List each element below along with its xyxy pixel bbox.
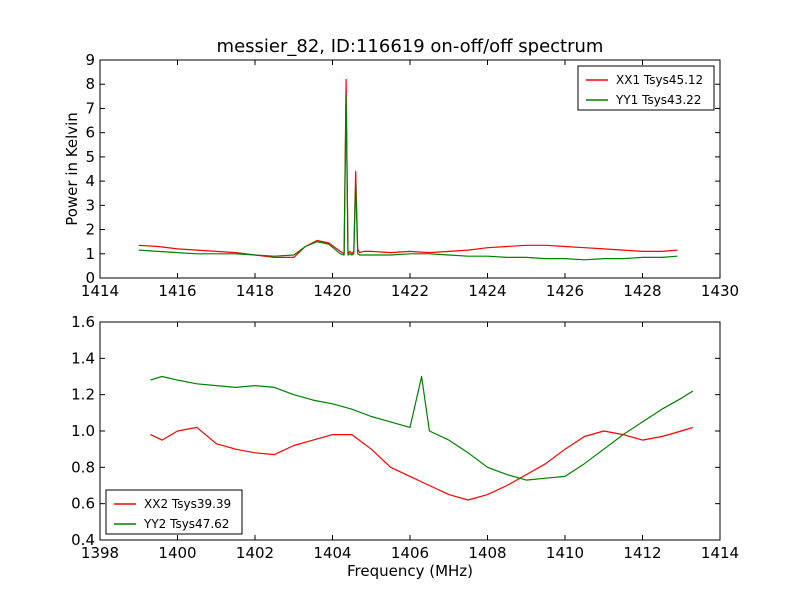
- y-tick-label: 9: [85, 51, 95, 69]
- x-tick-label: 1426: [546, 282, 584, 300]
- x-tick-label: 1414: [81, 282, 119, 300]
- y-tick-label: 0.6: [71, 495, 95, 513]
- x-tick-label: 1398: [81, 544, 119, 562]
- series-line-2: [138, 93, 678, 261]
- y-tick-label: 2: [85, 221, 95, 239]
- x-tick-label: 1414: [701, 544, 739, 562]
- x-tick-label: 1406: [391, 544, 429, 562]
- y-tick-label: 1.2: [71, 386, 95, 404]
- y-tick-label: 1.4: [71, 349, 95, 367]
- y-tick-label: 0: [85, 269, 95, 287]
- y-tick-label: 1.0: [71, 422, 95, 440]
- x-axis-label: Frequency (MHz): [347, 562, 473, 580]
- y-tick-label: 0.4: [71, 531, 95, 549]
- top-plot: 1414 1416 1418 1420 1422 1424 1426 1428 1430 0 1 2 3…: [63, 51, 739, 300]
- legend-box: [577, 65, 715, 111]
- legend-entry: YY2 Tsys47.62: [143, 517, 229, 531]
- y-tick-label: 6: [85, 124, 95, 142]
- series-line-1: [150, 426, 694, 501]
- chart-title: messier_82, ID:116619 on-off/off spectru…: [217, 36, 604, 57]
- y-tick-label: 7: [85, 99, 95, 117]
- y-tick-label: 5: [85, 148, 95, 166]
- x-tick-label: 1404: [313, 544, 351, 562]
- series-line-2: [150, 375, 694, 481]
- x-tick-label: 1430: [701, 282, 739, 300]
- x-tick-label: 1418: [236, 282, 274, 300]
- legend: XX2 Tsys39.39 YY2 Tsys47.62: [105, 489, 243, 535]
- x-tick-label: 1422: [391, 282, 429, 300]
- legend-entry: YY1 Tsys43.22: [615, 93, 701, 107]
- x-tick-label: 1416: [158, 282, 196, 300]
- y-tick-label: 1: [85, 245, 95, 263]
- x-tick-label: 1424: [468, 282, 506, 300]
- x-tick-label: 1402: [236, 544, 274, 562]
- y-tick-label: 4: [85, 172, 95, 190]
- x-tick-label: 1408: [468, 544, 506, 562]
- legend: XX1 Tsys45.12 YY1 Tsys43.22: [577, 65, 715, 111]
- x-tick-label: 1410: [546, 544, 584, 562]
- y-axis-label: Power in Kelvin: [63, 112, 81, 226]
- y-tick-label: 0.8: [71, 458, 95, 476]
- bottom-plot: 1398 1400 1402 1404 1406 1408 1410 1412 1414 0.4 0…: [71, 313, 739, 580]
- legend-box: [105, 489, 243, 535]
- x-tick-label: 1420: [313, 282, 351, 300]
- x-tick-label: 1428: [623, 282, 661, 300]
- y-tick-label: 3: [85, 196, 95, 214]
- legend-entry: XX2 Tsys39.39: [144, 497, 231, 511]
- y-tick-label: 8: [85, 75, 95, 93]
- y-tick-label: 1.6: [71, 313, 95, 331]
- legend-entry: XX1 Tsys45.12: [616, 73, 703, 87]
- x-tick-label: 1412: [623, 544, 661, 562]
- x-tick-label: 1400: [158, 544, 196, 562]
